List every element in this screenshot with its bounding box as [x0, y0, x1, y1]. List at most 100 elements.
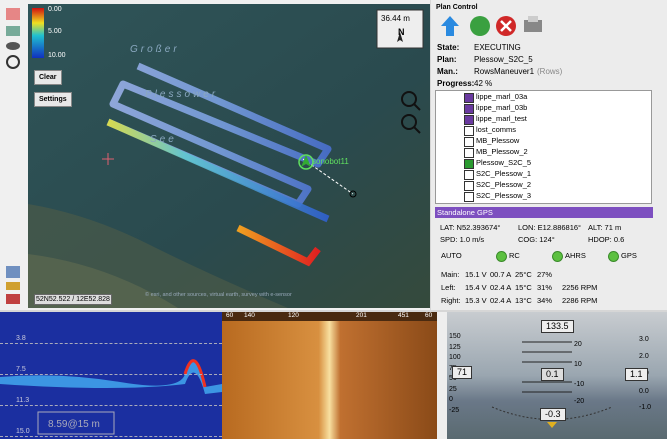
speed: 71 [452, 366, 473, 379]
panel-title: Plan Control [436, 4, 478, 11]
map-button[interactable]: Settings [34, 92, 72, 107]
waterfall-label: 451 [398, 312, 409, 319]
vehicle-label: sonobot11 [312, 157, 349, 166]
power-value: 2286 RPM [562, 296, 598, 305]
power-value: 25°C [515, 270, 532, 279]
colorbar-label: 10.00 [48, 52, 66, 59]
pitch-tick: -20 [574, 398, 585, 405]
gps-value: HDOP: 0.6 [588, 235, 625, 244]
speed-tick: 25 [449, 385, 457, 393]
power-value: 00.7 A [490, 270, 512, 279]
speed-tick: 0 [449, 396, 453, 403]
plan-controls[interactable] [440, 14, 560, 38]
status-led [552, 251, 563, 262]
waterfall-label: 140 [244, 312, 255, 319]
plan-item[interactable]: S2C_Plessow_1 [476, 169, 532, 178]
speed-tick: -25 [449, 406, 460, 414]
power-value: Main: [441, 270, 460, 279]
plan-item[interactable]: MB_Plessow [476, 136, 520, 145]
plan-icon [464, 126, 474, 136]
depth-label: 7.5 [16, 366, 26, 373]
plan-item[interactable]: Plessow_S2C_5 [476, 158, 532, 167]
plan-icon [464, 104, 474, 114]
gps-title: Standalone GPS [437, 208, 493, 217]
plan-item[interactable]: lost_comms [476, 125, 517, 134]
colorbar-label: 0.00 [48, 6, 62, 13]
field-note: (Rows) [537, 67, 563, 76]
field-value: 42 % [474, 79, 493, 88]
speed-tick: 150 [449, 333, 461, 340]
lake-label: Plessower [145, 89, 219, 100]
field-label: Plan: [437, 55, 457, 64]
sonar-view [0, 312, 222, 439]
pitch-tick: 10 [574, 361, 582, 368]
depth-line [0, 436, 222, 437]
power-value: 15.4 V [465, 283, 487, 292]
attribution: © esri, and other sources, virtual earth… [145, 292, 292, 298]
heading: 133.5 [541, 320, 574, 333]
plan-item[interactable]: lippe_marl_03a [476, 92, 528, 101]
plan-icon [464, 148, 474, 158]
plan-icon [464, 93, 474, 103]
waterfall-label: 60 [226, 312, 234, 319]
coordinates: 52N52.522 / 12E52.828 [34, 294, 112, 305]
lake-label: Großer [130, 44, 180, 55]
status-label: RC [509, 251, 520, 260]
depth-line [0, 405, 222, 406]
field-label: State: [437, 43, 460, 52]
power-value: 27% [537, 270, 553, 279]
power-value: 15.3 V [465, 296, 487, 305]
power-value: 34% [537, 296, 553, 305]
waterfall-label: 201 [356, 312, 367, 319]
sonar-readout: 8.59@15 m [48, 419, 100, 430]
waterfall-label: 60 [425, 312, 433, 319]
plan-item[interactable]: S2C_Plessow_3 [476, 191, 532, 200]
vs-tick: 3.0 [639, 336, 649, 343]
power-value: Left: [441, 283, 456, 292]
gps-value: LAT: N52.393674° [440, 223, 501, 232]
plan-icon [464, 115, 474, 125]
roll: -0.3 [540, 408, 566, 421]
plan-item[interactable]: lippe_marl_test [476, 114, 527, 123]
status-label: AHRS [565, 251, 586, 260]
plan-icon [464, 170, 474, 180]
power-value: 02.4 A [490, 296, 512, 305]
field-value: RowsManeuver1 [474, 67, 535, 76]
vs-tick: 2.0 [639, 353, 649, 360]
power-value: 31% [537, 283, 553, 292]
field-label: Progress: [437, 79, 475, 88]
waterfall-label: 120 [288, 312, 299, 319]
plan-icon [464, 192, 474, 202]
power-value: 13°C [515, 296, 532, 305]
depth-line [0, 374, 222, 375]
depth-label: 15.0 [16, 428, 30, 435]
gps-value: COG: 124° [518, 235, 555, 244]
plan-item[interactable]: lippe_marl_03b [476, 103, 528, 112]
toolbar[interactable] [2, 4, 26, 308]
field-label: Man.: [437, 67, 458, 76]
gps-header [435, 207, 653, 218]
vs-tick: -1.0 [639, 404, 652, 411]
map-button[interactable]: Clear [34, 70, 62, 85]
gps-value: ALT: 71 m [588, 223, 622, 232]
scale-label: 36.44 m [381, 14, 410, 23]
mode: AUTO [441, 251, 462, 260]
gps-value: LON: E12.886816° [518, 223, 582, 232]
pitch: 0.1 [541, 368, 564, 381]
map [28, 4, 430, 308]
plan-item[interactable]: MB_Plessow_2 [476, 147, 528, 156]
waterfall-view [222, 312, 437, 439]
power-value: 15.1 V [465, 270, 487, 279]
depth-label: 11.3 [16, 397, 30, 404]
gps-value: SPD: 1.0 m/s [440, 235, 485, 244]
colorbar-label: 5.00 [48, 28, 62, 35]
pitch-tick: 20 [574, 341, 582, 348]
speed-tick: 125 [449, 343, 461, 351]
power-value: 2256 RPM [562, 283, 598, 292]
status-label: GPS [621, 251, 637, 260]
field-value: Plessow_S2C_5 [474, 55, 533, 64]
plan-icon [464, 159, 474, 169]
plan-item[interactable]: S2C_Plessow_2 [476, 180, 532, 189]
depth-label: 3.8 [16, 335, 26, 342]
